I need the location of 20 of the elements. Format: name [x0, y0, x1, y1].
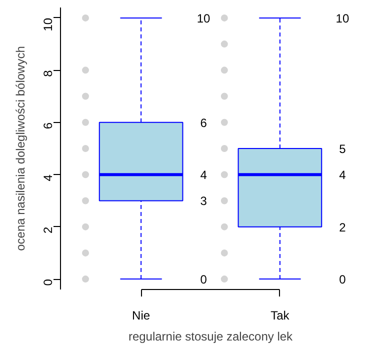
y-tick-label: 8 — [41, 70, 55, 77]
annotation: 4 — [200, 168, 208, 182]
y-tick-label: 6 — [41, 122, 55, 130]
y-tick-label: 4 — [41, 174, 55, 182]
annotation: 3 — [200, 194, 208, 208]
y-tick-label: 2 — [41, 226, 55, 234]
y-tick-label: 10 — [41, 18, 55, 32]
annotation: 6 — [200, 116, 208, 130]
annotation: 2 — [339, 220, 346, 234]
annotation: 5 — [339, 142, 346, 156]
annotation: 0 — [200, 272, 208, 287]
annotation: 4 — [339, 168, 346, 182]
y-axis-title: ocena nasilenia dolegliwości bólowych — [14, 46, 28, 251]
annotation: 0 — [339, 272, 346, 287]
x-axis-title: regularnie stosuje zalecony lek — [128, 330, 294, 344]
x-tick-label: Tak — [270, 308, 290, 322]
annotation: 10 — [196, 11, 211, 26]
x-tick-label: Nie — [132, 308, 150, 322]
y-tick-label: 0 — [41, 278, 55, 286]
annotation: 10 — [336, 11, 350, 26]
